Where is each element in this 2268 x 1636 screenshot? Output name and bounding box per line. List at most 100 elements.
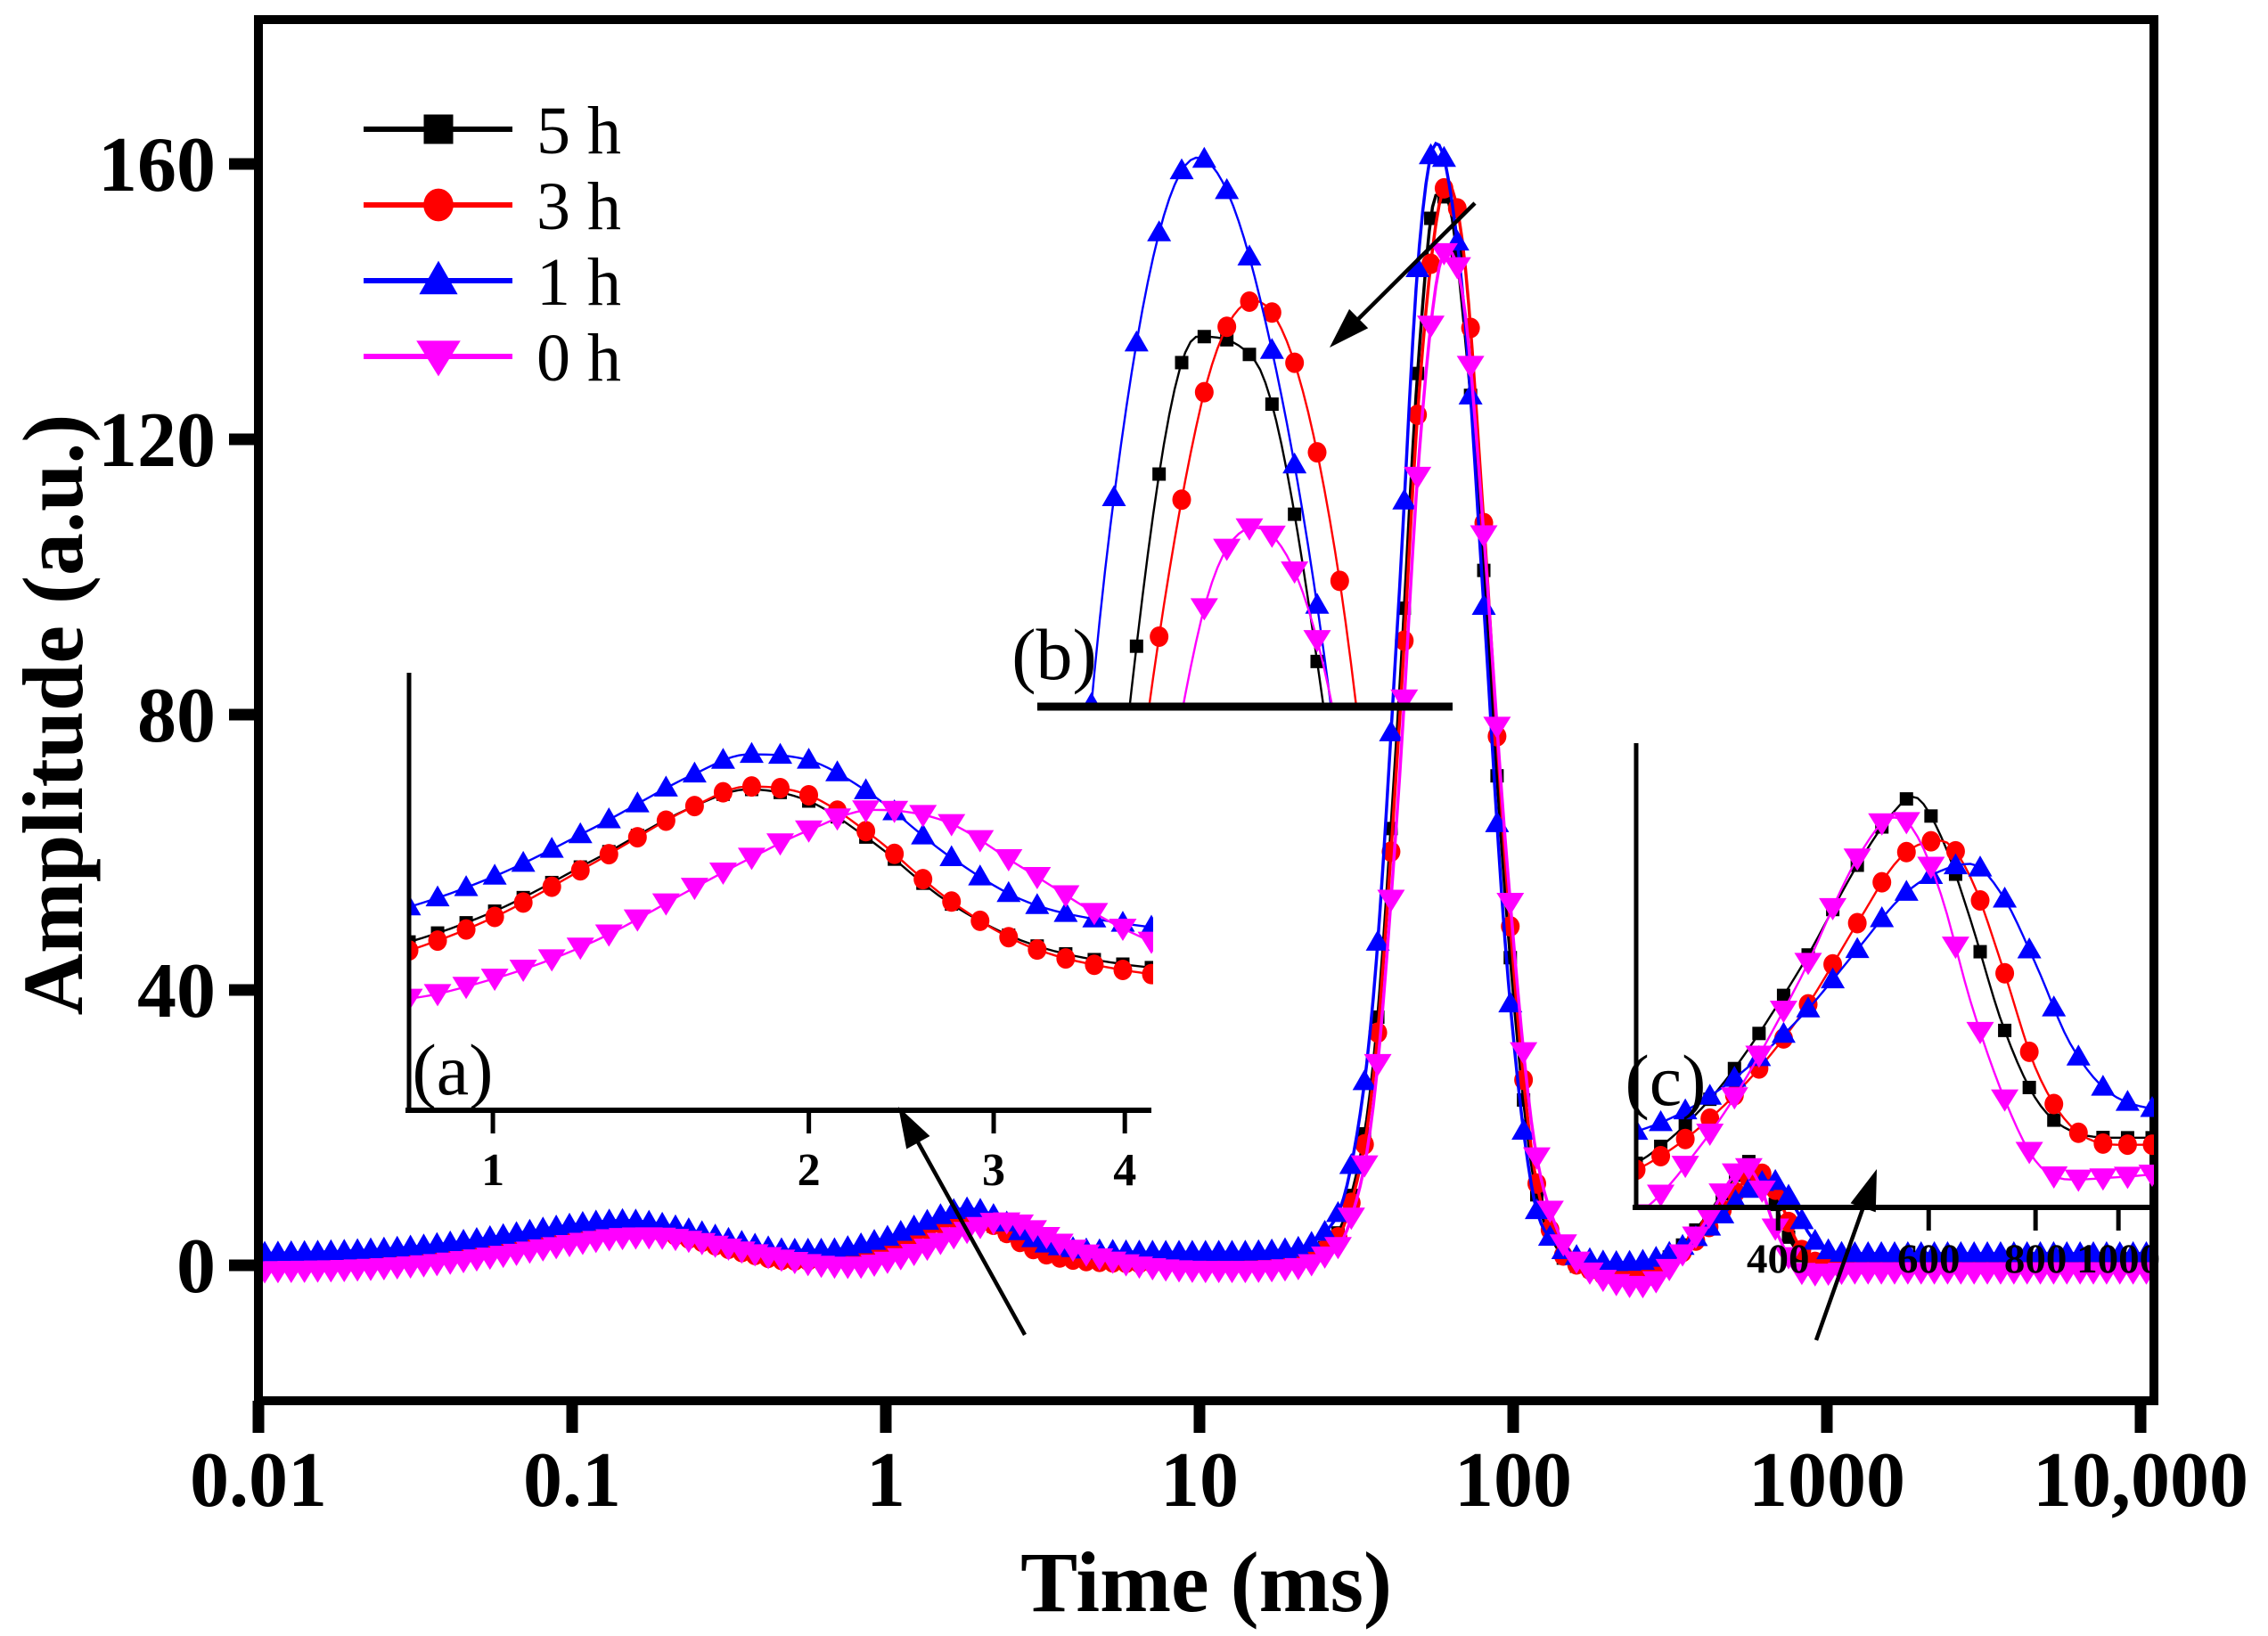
triangle-down-marker (1190, 598, 1218, 621)
triangle-down-marker (1080, 903, 1109, 926)
triangle-down-marker (480, 969, 509, 992)
triangle-up-marker (968, 864, 993, 886)
x-axis-title: Time (ms) (1020, 1534, 1392, 1630)
triangle-up-marker (2133, 1240, 2154, 1263)
circle-marker (741, 776, 761, 798)
circle-marker (1995, 962, 2015, 984)
series-line (1647, 816, 2153, 1206)
triangle-up-marker (1431, 145, 1456, 168)
square-marker (1333, 814, 1347, 828)
inset-label-c: (c) (1625, 1040, 1706, 1121)
circle-marker (1945, 840, 1965, 862)
inset-x-tick-label: 1000 (2076, 1236, 2160, 1282)
circle-marker (771, 777, 790, 798)
triangle-down-marker (2113, 1166, 2141, 1190)
triangle-up-marker (1498, 991, 1523, 1013)
circle-marker (627, 827, 647, 848)
inset-a-series (407, 741, 1153, 1011)
circle-marker (1127, 791, 1146, 812)
inset-c-series (1634, 792, 2154, 1206)
triangle-up-marker (825, 760, 850, 781)
inset-x-tick-label: 2 (798, 1145, 821, 1196)
square-marker (1752, 1027, 1766, 1041)
legend-label: 3 h (536, 169, 621, 244)
triangle-down-marker (2064, 1169, 2092, 1192)
arrow-to-inset-b-line (1352, 201, 1477, 325)
triangle-down-marker (1843, 848, 1871, 871)
circle-marker (856, 821, 876, 842)
series-1h (1084, 146, 1332, 705)
triangle-down-marker (1696, 1123, 1724, 1146)
triangle-up-marker (1458, 383, 1483, 405)
triangle-up-marker (2042, 995, 2067, 1017)
triangle-down-marker (1123, 1007, 1150, 1029)
triangle-up-marker (425, 885, 450, 907)
triangle-up-marker (1698, 1084, 1723, 1105)
inset-x-tick-label: 1 (481, 1145, 504, 1196)
circle-marker (1421, 253, 1441, 274)
circle-marker (1421, 1437, 1439, 1458)
series-line (1635, 795, 2152, 1165)
triangle-down-marker (909, 805, 937, 828)
inset-x-tick-label: 400 (1747, 1236, 1810, 1282)
triangle-down-marker (2132, 1262, 2154, 1285)
triangle-down-marker (2089, 1168, 2117, 1191)
y-tick-label: 80 (137, 673, 216, 759)
circle-marker (570, 860, 590, 881)
circle-marker (1896, 841, 1916, 863)
triangle-up-marker (1845, 937, 1870, 959)
x-tick-label: 1000 (1748, 1437, 1905, 1524)
circle-marker (423, 188, 454, 222)
circle-marker (1262, 302, 1281, 323)
series-line (1182, 526, 1333, 705)
square-marker (1197, 330, 1211, 344)
square-marker (1175, 356, 1189, 370)
triangle-up-marker (1191, 146, 1216, 168)
y-tick-label: 160 (98, 122, 216, 209)
square-marker (1062, 1343, 1076, 1356)
main-axes: 0 40 80 120 160 0.01 0.1 1 10 100 1000 10,000 Time (… (5, 15, 2248, 1630)
triangle-down-marker (1794, 953, 1822, 976)
circle-marker (713, 781, 733, 803)
triangle-down-marker (1748, 1180, 1776, 1203)
circle-marker (684, 796, 704, 817)
triangle-up-marker (1673, 1098, 1698, 1120)
series-0h (258, 242, 2154, 1299)
circle-marker (2068, 1122, 2088, 1143)
triangle-down-marker (937, 814, 966, 837)
legend-label: 5 h (536, 94, 621, 168)
series-0h (1634, 812, 2154, 1206)
triangle-down-marker (1682, 1226, 1710, 1249)
triangle-up-marker (1968, 855, 1993, 877)
square-marker (1423, 1607, 1437, 1620)
triangle-up-marker (1870, 905, 1895, 928)
series-3h (258, 177, 2154, 1287)
triangle-up-marker (1657, 1240, 1682, 1263)
triangle-down-marker (1281, 561, 1309, 585)
circle-marker (1028, 939, 1047, 961)
square-marker (423, 114, 454, 144)
triangle-down-marker (795, 820, 823, 843)
legend-item-1h: 1 h (364, 245, 621, 320)
square-marker (1776, 988, 1790, 1002)
circle-marker (970, 910, 990, 931)
triangle-up-marker (915, 1208, 940, 1231)
triangle-down-marker (1101, 1198, 1128, 1221)
square-marker (2022, 1080, 2036, 1094)
square-marker (1108, 843, 1121, 856)
circle-marker (1921, 830, 1941, 852)
triangle-up-marker (482, 863, 507, 885)
inset-x-tick-label: 4 (1113, 1145, 1136, 1196)
triangle-up-marker (1215, 177, 1240, 200)
triangle-up-marker (1511, 1118, 1536, 1141)
triangle-up-marker (1776, 1183, 1801, 1205)
triangle-down-marker (1404, 466, 1432, 489)
x-tick-label: 0.01 (190, 1437, 327, 1524)
triangle-up-marker (454, 875, 479, 896)
legend-item-3h: 3 h (364, 169, 621, 244)
arrow-from-bump-to-inset-c-line (1814, 1200, 1868, 1341)
triangle-down-marker (623, 909, 651, 932)
triangle-up-marker (1803, 1229, 1828, 1250)
